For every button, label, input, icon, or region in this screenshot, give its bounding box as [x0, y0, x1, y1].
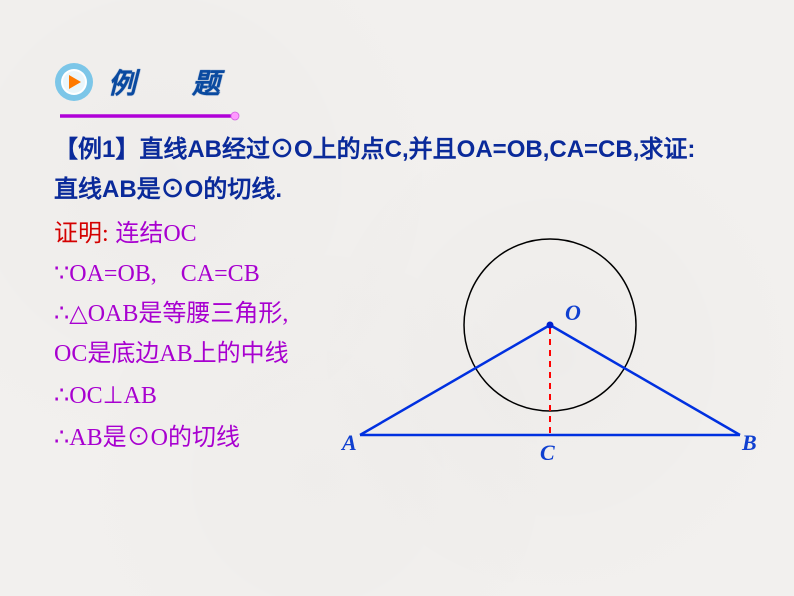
triangle-side-ob	[550, 325, 740, 435]
label-a: A	[342, 430, 357, 456]
header-underline	[60, 108, 240, 116]
label-b: B	[742, 430, 757, 456]
proof-label: 证明:	[54, 221, 109, 247]
geometry-diagram: O A B C	[340, 220, 760, 490]
problem-line-1: 【例1】直线AB经过⊙O上的点C,并且OA=OB,CA=CB,求证:	[54, 130, 754, 170]
section-header: 例 题	[54, 62, 234, 102]
point-o-dot	[547, 322, 554, 329]
label-c: C	[540, 440, 555, 466]
label-o: O	[565, 300, 581, 326]
problem-line-2: 直线AB是⊙O的切线.	[54, 170, 754, 210]
proof-step-1: 连结OC	[115, 221, 196, 247]
section-title: 例 题	[108, 62, 234, 102]
header-badge-icon	[54, 62, 94, 102]
triangle-side-oa	[360, 325, 550, 435]
